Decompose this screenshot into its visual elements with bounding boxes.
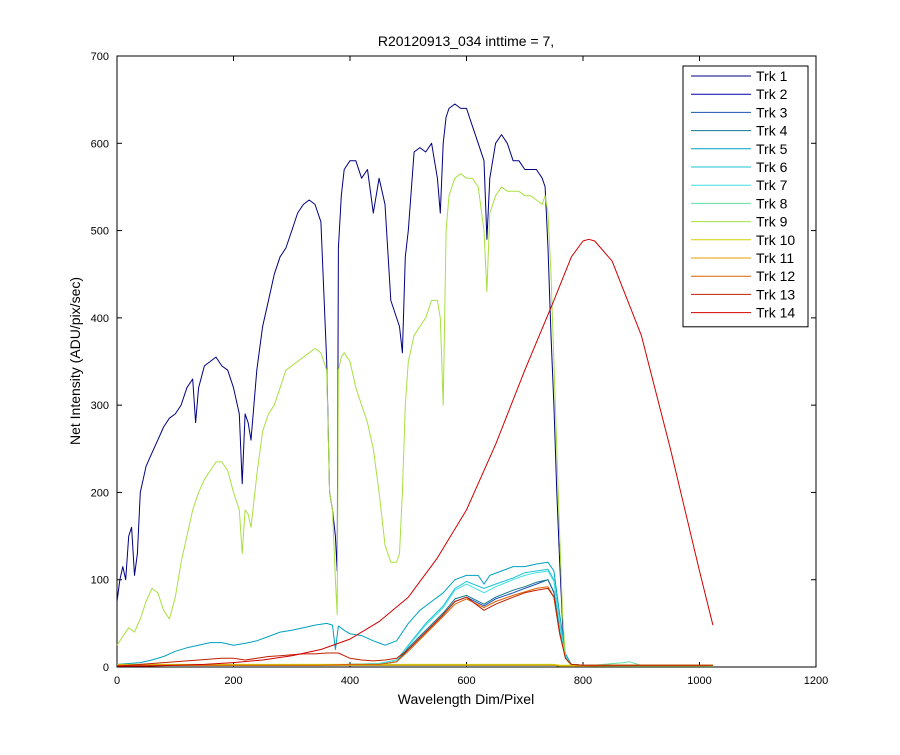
x-tick-label: 400 [341,675,359,687]
x-tick-label: 1000 [687,675,711,687]
series-line-trk-1 [116,103,713,667]
series-line-trk-14 [117,238,714,667]
y-tick-label: 700 [91,51,109,63]
chart-title: R20120913_034 inttime = 7, [378,33,554,49]
legend-entry-label: Trk 9 [756,214,788,230]
legend-box [682,65,809,328]
series-line-trk-13 [116,587,713,667]
x-tick-label: 0 [114,675,120,687]
y-tick-label: 0 [103,662,109,674]
legend-entry-label: Trk 13 [756,286,795,302]
legend-entry-label: Trk 14 [756,305,795,321]
legend-entry-label: Trk 6 [756,159,788,175]
legend-entry-label: Trk 11 [756,250,794,266]
x-tick-label: 200 [224,675,242,687]
legend: Trk 1 Trk 2 Trk 3 Trk 4 Trk 5 Trk 6 Trk 7 Trk 8… [682,65,809,328]
legend-entry-label: Trk 8 [756,195,788,211]
y-tick-label: 100 [91,575,109,587]
x-tick-label: 600 [457,675,475,687]
x-axis-label: Wavelength Dim/Pixel [398,691,534,707]
y-axis-label: Net Intensity (ADU/pix/sec) [67,277,83,445]
series-line-trk-5 [116,561,713,666]
x-tick-label: 1200 [804,675,828,687]
legend-entry-label: Trk 7 [756,177,788,193]
y-tick-label: 300 [91,400,109,412]
legend-entry-label: Trk 10 [756,232,795,248]
legend-entry-label: Trk 5 [756,141,788,157]
legend-entry-label: Trk 3 [756,104,788,120]
y-tick-label: 500 [91,226,109,238]
legend-entry-label: Trk 4 [756,123,788,139]
series-line-trk-9 [116,173,713,667]
axis-ticks: 0 200 400 600 800 1000 1200 0 100 200 300 400 500 600… [91,51,829,687]
legend-entry-label: Trk 1 [756,68,788,84]
y-tick-label: 600 [91,138,109,150]
legend-entry-label: Trk 12 [756,268,795,284]
x-tick-label: 800 [574,675,592,687]
series-lines [116,103,714,667]
y-tick-label: 400 [91,313,109,325]
y-tick-label: 200 [91,487,109,499]
series-line-trk-10 [117,663,713,666]
legend-entry-label: Trk 2 [756,86,788,102]
